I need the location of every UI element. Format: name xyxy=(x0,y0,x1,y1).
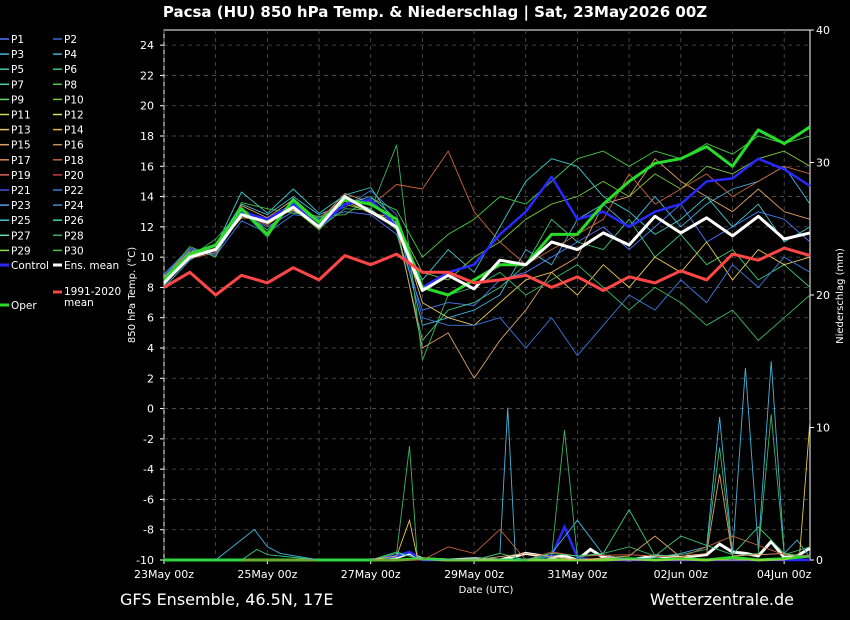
legend-label-p30: P30 xyxy=(64,245,84,257)
y-tick-label: -4 xyxy=(143,463,154,476)
x-axis-label: Date (UTC) xyxy=(459,585,514,596)
legend-label-p10: P10 xyxy=(64,94,84,106)
x-tick-label: 25May 00z xyxy=(237,568,297,581)
x-axis-ticks: 23May 00z 25May 00z 27May 00z 29May 00z 31Ma… xyxy=(134,560,812,581)
legend-label-p9: P9 xyxy=(11,94,24,106)
y-tick-label: 22 xyxy=(140,69,154,82)
legend-label-p26: P26 xyxy=(64,215,84,227)
x-tick-label: 27May 00z xyxy=(341,568,401,581)
legend-label-p13: P13 xyxy=(11,125,31,137)
legend-label-p14: P14 xyxy=(64,125,84,137)
y-tick-label: -8 xyxy=(143,524,154,537)
y2-tick-label: 10 xyxy=(816,422,830,435)
y2-tick-label: 20 xyxy=(816,289,830,302)
temp-line-ens-mean xyxy=(162,195,811,292)
legend-label-p12: P12 xyxy=(64,110,84,122)
legend-label-p19: P19 xyxy=(11,170,31,182)
legend-label-p2: P2 xyxy=(64,34,77,46)
legend-label-p27: P27 xyxy=(11,230,31,242)
y2-tick-label: 40 xyxy=(816,24,830,37)
temp-line-1991-2020-mean xyxy=(163,246,811,297)
y-tick-label: 10 xyxy=(140,251,154,264)
legend-label-p11: P11 xyxy=(11,110,31,122)
legend-label-p5: P5 xyxy=(11,64,24,76)
temperature-series xyxy=(162,125,811,379)
legend-label-p16: P16 xyxy=(64,140,84,152)
y-tick-label: 24 xyxy=(140,39,154,52)
temp-line-p15 xyxy=(163,158,811,379)
temp-line-oper xyxy=(162,125,811,297)
y-tick-label: 0 xyxy=(147,403,154,416)
legend-label-p24: P24 xyxy=(64,200,84,212)
y2-axis-label: Niederschlag (mm) xyxy=(835,248,846,344)
y-tick-label: -6 xyxy=(143,493,154,506)
legend-label-control: Control xyxy=(11,260,49,272)
y2-axis-ticks: 0 10 20 30 40 xyxy=(810,24,830,567)
x-tick-label: 31May 00z xyxy=(547,568,607,581)
y-tick-label: -2 xyxy=(143,433,154,446)
x-tick-label: 23May 00z xyxy=(134,568,194,581)
legend-label-p8: P8 xyxy=(64,79,77,91)
legend-label-p4: P4 xyxy=(64,49,77,61)
y-tick-label: 14 xyxy=(140,191,154,204)
y-tick-label: -10 xyxy=(136,554,154,567)
y-tick-label: 6 xyxy=(147,312,154,325)
legend-label-p22: P22 xyxy=(64,185,84,197)
legend-label-p28: P28 xyxy=(64,230,84,242)
y-tick-label: 20 xyxy=(140,100,154,113)
temp-line-p18 xyxy=(163,150,811,284)
precip-line-p6 xyxy=(164,508,811,561)
legend-label-p17: P17 xyxy=(11,155,31,167)
x-tick-label: 04Jun 00z xyxy=(757,568,812,581)
legend-label-p1: P1 xyxy=(11,34,24,46)
legend-label-1991-2020-mean: 1991-2020 mean xyxy=(64,286,121,309)
y2-tick-label: 30 xyxy=(816,157,830,170)
temp-line-p1 xyxy=(163,203,811,311)
legend-label-p15: P15 xyxy=(11,140,31,152)
temp-line-control xyxy=(163,157,811,289)
legend-label-p6: P6 xyxy=(64,64,77,76)
x-tick-label: 02Jun 00z xyxy=(654,568,709,581)
y-tick-label: 8 xyxy=(147,281,154,294)
chart-title: Pacsa (HU) 850 hPa Temp. & Niederschlag … xyxy=(163,3,707,22)
y-tick-label: 4 xyxy=(147,342,154,355)
legend-label-p29: P29 xyxy=(11,245,31,257)
temp-line-p6 xyxy=(163,199,811,341)
legend-label-p18: P18 xyxy=(64,155,84,167)
precipitation-series xyxy=(164,361,811,562)
y2-tick-label: 0 xyxy=(816,554,823,567)
y-axis-label: 850 hPa Temp. (°C) xyxy=(127,247,138,343)
legend-label-p21: P21 xyxy=(11,185,31,197)
y-tick-label: 12 xyxy=(140,221,154,234)
footer-source: Wetterzentrale.de xyxy=(650,590,794,609)
legend-label-p25: P25 xyxy=(11,215,31,227)
temp-line-p3 xyxy=(163,165,811,326)
x-tick-label: 29May 00z xyxy=(444,568,504,581)
temp-line-p30 xyxy=(163,135,811,279)
y-tick-label: 16 xyxy=(140,160,154,173)
legend-label-p20: P20 xyxy=(64,170,84,182)
legend-label-p23: P23 xyxy=(11,200,31,212)
legend-label-oper: Oper xyxy=(11,300,37,312)
footer-model-info: GFS Ensemble, 46.5N, 17E xyxy=(120,590,333,609)
legend-label-p3: P3 xyxy=(11,49,24,61)
legend-label-p7: P7 xyxy=(11,79,24,91)
y-tick-label: 18 xyxy=(140,130,154,143)
legend-label-ens-mean: Ens. mean xyxy=(64,260,119,272)
y-tick-label: 2 xyxy=(147,372,154,385)
legend: P1 P2 P3 P4 P5 P6 P7 P8 P9 P10 P11 P12 P13 P14 P15 P16 P… xyxy=(0,34,121,312)
